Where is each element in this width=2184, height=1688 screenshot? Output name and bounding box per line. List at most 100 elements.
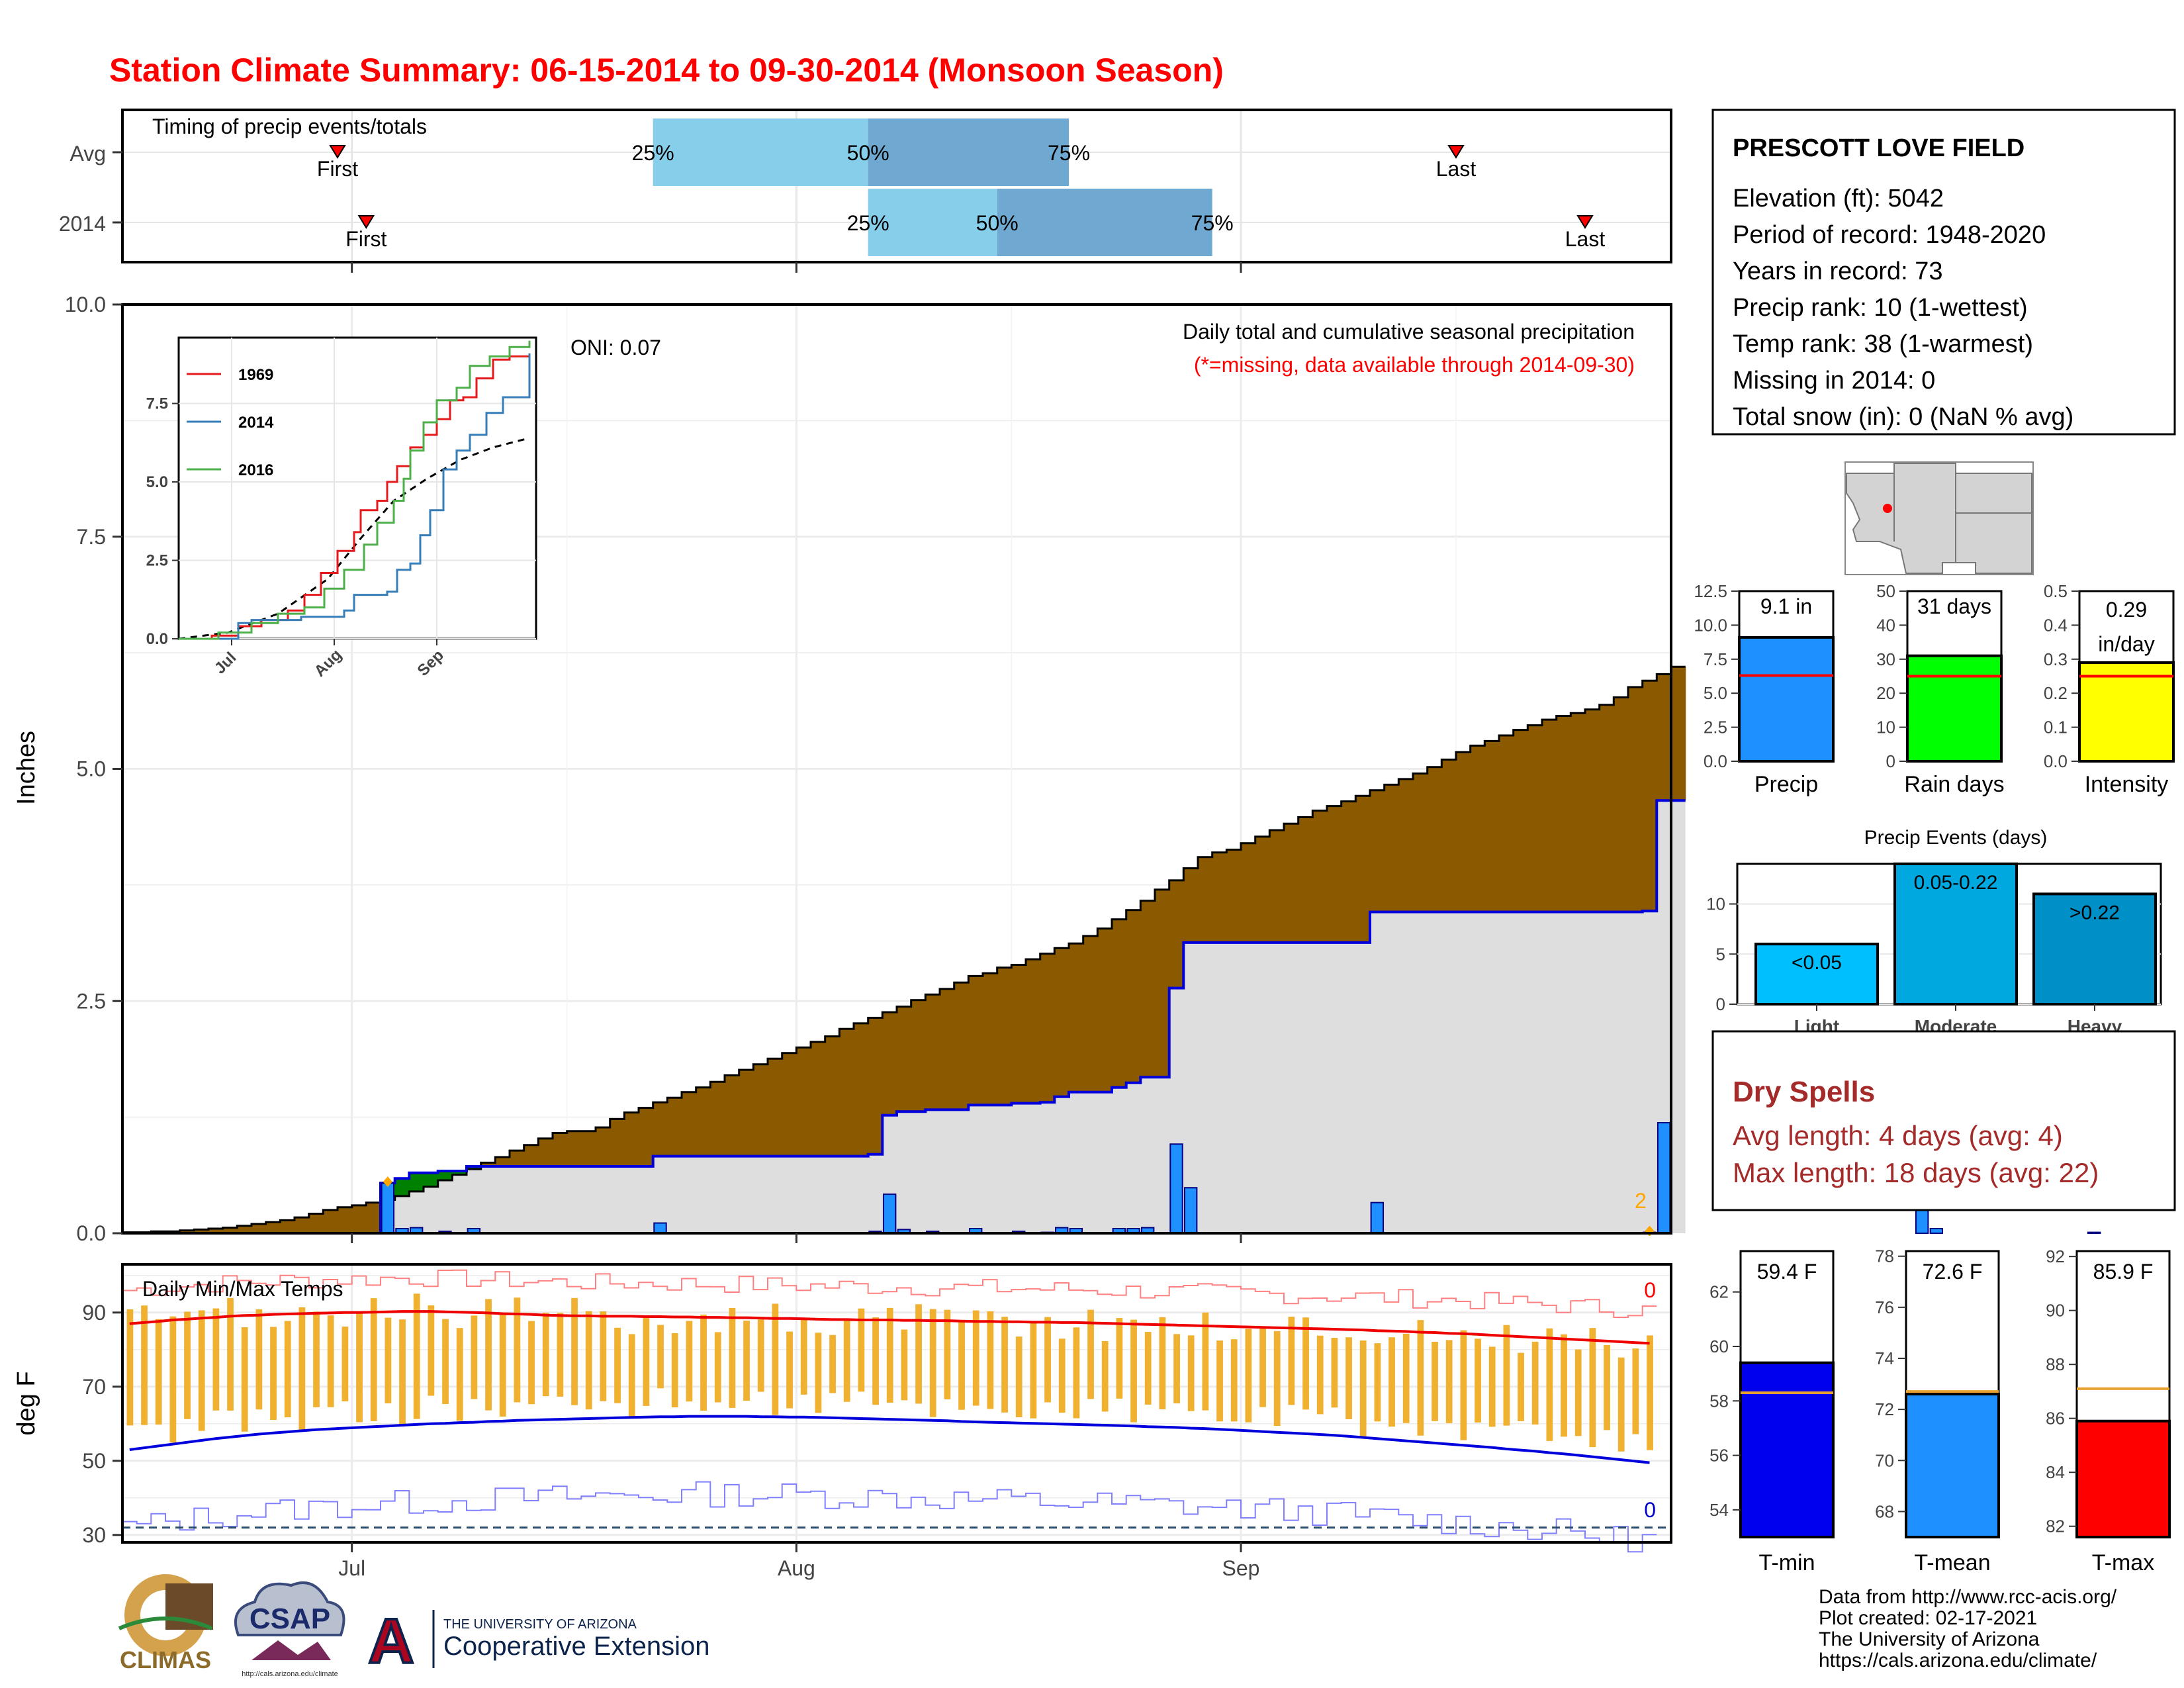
daily-temp-bar <box>901 1329 908 1401</box>
daily-temp-bar <box>1432 1341 1438 1421</box>
panel-ytick-label: 0.0 <box>2044 751 2068 771</box>
daily-temp-bar <box>198 1310 205 1431</box>
below-normal-segment-38 <box>667 1098 682 1156</box>
inset-legend-label-2014: 2014 <box>238 414 274 432</box>
daily-temp-bar <box>1417 1320 1424 1436</box>
below-normal-segment-6 <box>208 1228 224 1233</box>
below-normal-segment-36 <box>639 1107 654 1166</box>
below-normal-segment-106 <box>1642 680 1657 912</box>
below-normal-segment-44 <box>753 1064 768 1156</box>
below-normal-segment-87 <box>1370 790 1385 912</box>
daily-temp-bar <box>1144 1332 1152 1405</box>
daily-temp-bar <box>1647 1335 1653 1450</box>
below-normal-segment-92 <box>1441 759 1457 912</box>
daily-temp-bar <box>1216 1340 1223 1422</box>
timing-label-75-Avg: 75% <box>1048 141 1090 165</box>
daily-temp-bar <box>815 1333 822 1413</box>
daily-temp-bar <box>614 1327 621 1403</box>
station-period: Period of record: 1948-2020 <box>1733 221 2046 249</box>
below-normal-segment-57 <box>940 989 955 1110</box>
panel-ytick-label: 7.5 <box>1704 649 1727 669</box>
daily-temp-bar <box>1259 1327 1266 1407</box>
below-normal-segment-16 <box>351 1205 367 1233</box>
daily-temp-bar <box>1359 1340 1367 1436</box>
timing-bar-25-50-Avg <box>653 118 868 186</box>
below-normal-segment-14 <box>323 1209 338 1233</box>
below-normal-segment-99 <box>1542 720 1557 912</box>
timing-first-marker-2014 <box>357 215 375 229</box>
climo-cumulative-line <box>122 665 1686 1234</box>
below-normal-segment-32 <box>581 1131 596 1166</box>
footer-url: https://cals.arizona.edu/climate/ <box>1819 1650 2097 1671</box>
daily-precip-bar <box>1370 1201 1385 1235</box>
daily-temp-bar <box>428 1305 435 1396</box>
events-bar-label-moderate: 0.05-0.22 <box>1914 872 1998 894</box>
below-normal-segment-84 <box>1327 806 1342 943</box>
average-max-temp-line <box>129 1310 1650 1345</box>
daily-temp-bar <box>227 1297 234 1411</box>
precip-ytick-label: 2.5 <box>77 989 106 1013</box>
daily-temp-bar <box>1574 1349 1582 1436</box>
below-normal-segment-25 <box>480 1162 496 1166</box>
daily-temp-bar <box>1230 1339 1238 1422</box>
below-normal-segment-104 <box>1614 697 1629 912</box>
dry-spells-title: Dry Spells <box>1733 1076 1875 1108</box>
below-normal-segment-65 <box>1054 948 1069 1097</box>
inset-ytick-label: 2.5 <box>146 552 168 570</box>
daily-temp-bar <box>929 1309 936 1417</box>
daily-temp-bar <box>1173 1334 1180 1404</box>
panel-value-label-t-max: 85.9 F <box>2093 1260 2154 1284</box>
daily-temp-bar <box>987 1311 994 1409</box>
panel-ytick-label: 86 <box>2046 1409 2065 1429</box>
below-normal-segment-39 <box>682 1092 697 1156</box>
panel-value-label-intensity: in/day <box>2098 632 2154 656</box>
daily-precip-bar <box>1183 1187 1198 1235</box>
precip-chart-title: Daily total and cumulative seasonal prec… <box>1183 320 1635 344</box>
panel-ytick-label: 30 <box>1876 649 1895 669</box>
below-normal-segment-74 <box>1183 868 1199 943</box>
daily-temp-bar <box>1302 1317 1309 1410</box>
daily-temp-bar <box>1273 1331 1281 1427</box>
csap-logo: CSAP http://cals.arizona.edu/climate <box>234 1581 345 1678</box>
daily-temp-bar <box>729 1307 736 1408</box>
timing-last-label-2014: Last <box>1565 227 1606 251</box>
temps-ytick-label: 70 <box>82 1375 106 1399</box>
panel-category-label-t-mean: T-mean <box>1914 1550 1990 1575</box>
temps-xtick-label-aug: Aug <box>778 1556 815 1580</box>
daily-temp-bar <box>471 1315 478 1399</box>
daily-temp-bar <box>284 1321 291 1417</box>
daily-temp-bar <box>757 1319 764 1392</box>
panel-ytick-label: 54 <box>1709 1500 1729 1520</box>
panel-value-bar-rain days <box>1906 654 2003 763</box>
station-missing: Missing in 2014: 0 <box>1733 367 1935 395</box>
below-normal-segment-35 <box>624 1112 639 1166</box>
daily-precip-bar <box>1169 1143 1183 1235</box>
panel-value-label-precip: 9.1 in <box>1760 594 1812 618</box>
climo-cumulative-area <box>122 667 1686 1233</box>
panel-t-mean: 68 70 72 74 76 78 72.6 F T-mean <box>1875 1246 2000 1575</box>
daily-temp-bar <box>356 1313 363 1423</box>
panel-intensity: 0.0 0.1 0.2 0.3 0.4 0.5 0.29 in/day Intensity <box>2044 581 2175 797</box>
panel-ytick-label: 56 <box>1709 1446 1729 1466</box>
precip-ytick-label: 0.0 <box>77 1221 106 1245</box>
below-normal-segment-8 <box>237 1225 252 1233</box>
below-normal-segment-105 <box>1628 687 1643 912</box>
inset-ytick-label: 7.5 <box>146 395 168 413</box>
daily-temp-bar <box>657 1325 664 1389</box>
panel-ytick-label: 92 <box>2046 1246 2065 1266</box>
timing-bar-25-50-2014 <box>868 189 997 256</box>
panel-ytick-label: 72 <box>1875 1399 1894 1419</box>
timing-label-50-Avg: 50% <box>847 141 889 165</box>
below-normal-segment-79 <box>1255 836 1270 943</box>
timing-row-label-2014: 2014 <box>59 212 106 236</box>
daily-temp-bar <box>298 1307 306 1430</box>
below-normal-segment-63 <box>1026 959 1041 1103</box>
daily-temp-bar <box>184 1311 191 1419</box>
below-normal-segment-30 <box>553 1133 568 1166</box>
timing-bar-50-75-Avg <box>868 118 1069 186</box>
daily-temp-bar <box>499 1314 506 1417</box>
daily-temp-bar <box>514 1297 521 1403</box>
average-min-temp-line <box>129 1415 1650 1464</box>
below-normal-segment-67 <box>1083 936 1098 1092</box>
locator-map <box>1844 461 2034 575</box>
